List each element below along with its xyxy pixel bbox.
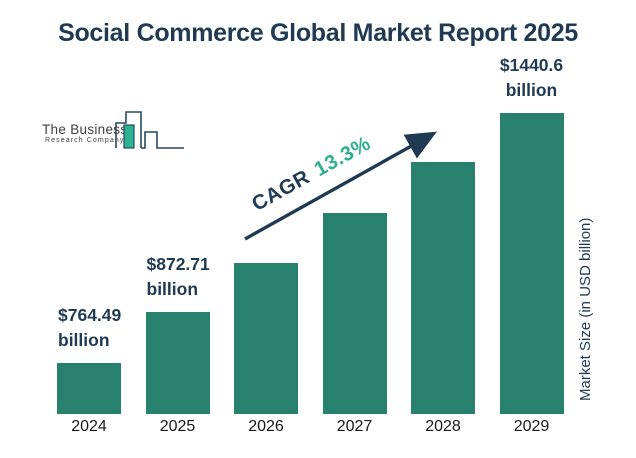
value-amount: $764.49 [58, 305, 122, 325]
bar-group-2027: 2027 [322, 213, 387, 435]
bar-group-2025: 2025 $872.71 billion [145, 254, 210, 435]
year-label-2027: 2027 [336, 418, 373, 435]
year-label-2026: 2026 [248, 418, 284, 435]
bar-group-2024: 2024 $764.49 billion [57, 305, 121, 435]
bar-2024 [57, 363, 121, 414]
bar-2027 [322, 213, 387, 414]
year-label-2028: 2028 [425, 418, 461, 435]
value-label-2024: $764.49 billion [58, 303, 121, 353]
page-title: Social Commerce Global Market Report 202… [58, 19, 578, 47]
value-unit: billion [146, 279, 199, 299]
bar-group-2029: 2029 $1440.6 billion [499, 55, 564, 435]
bar-2028 [411, 162, 475, 414]
logo-subname: Research Company [44, 137, 125, 144]
bar-2025 [145, 312, 210, 414]
year-label-2025: 2025 [159, 418, 196, 435]
bar-group-2026: 2026 [234, 263, 298, 435]
bars-container: 2024 $764.49 billion 2025 $872.71 billion 2026… [57, 0, 564, 435]
year-label-2024: 2024 [71, 418, 107, 435]
bar-2026 [234, 263, 298, 414]
value-amount: $1440.6 [499, 55, 564, 75]
value-unit: billion [505, 80, 558, 100]
logo-name: The Business [42, 122, 128, 137]
value-label-2025: $872.71 billion [147, 252, 210, 302]
y-axis-label: Market Size (in USD billion) [577, 217, 594, 401]
bar-group-2028: 2028 [411, 162, 475, 435]
value-unit: billion [58, 330, 110, 350]
logo-text: The Business Research Company [42, 123, 127, 145]
company-logo: The Business Research Company [36, 98, 186, 154]
bar-2029 [499, 113, 564, 414]
bar-chart-logo-icon [115, 111, 184, 149]
year-label-2029: 2029 [513, 418, 550, 435]
value-amount: $872.71 [146, 254, 210, 274]
value-label-2029: $1440.6 billion [500, 53, 563, 103]
